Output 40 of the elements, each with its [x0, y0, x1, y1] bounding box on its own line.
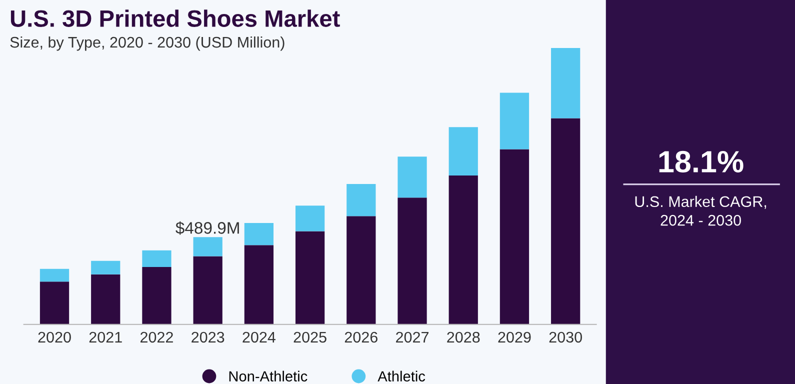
chart-subtitle: Size, by Type, 2020 - 2030 (USD Million): [10, 36, 284, 51]
bar: [295, 231, 325, 324]
text: 18.1%: [659, 150, 744, 173]
bar: [448, 175, 478, 324]
x-tick-label: 2030: [549, 332, 582, 343]
x-tick-label: 2021: [89, 332, 122, 343]
x-tick-label: 2024: [242, 332, 276, 343]
text: U.S. Market CAGR, 2024 - 2030: [635, 196, 766, 226]
x-tick-label: 2023: [192, 332, 224, 343]
legend-label: Non-Athletic: [229, 370, 308, 382]
bar: [91, 274, 120, 324]
bar: [142, 266, 172, 324]
bar: [346, 184, 376, 216]
bar: [193, 256, 222, 324]
bar: [551, 48, 580, 118]
bar: [295, 206, 325, 232]
bar: [398, 198, 427, 324]
bar: [91, 260, 120, 274]
bar: [244, 245, 274, 324]
x-tick-label: 2026: [344, 332, 378, 343]
legend-label: Athletic: [378, 370, 426, 382]
bar: [244, 223, 274, 246]
bar: [448, 127, 478, 176]
x-tick-label: 2029: [498, 332, 531, 343]
x-tick-label: 2028: [447, 332, 480, 343]
x-tick-label: 2027: [396, 332, 428, 343]
bar: [40, 268, 70, 282]
bar: [398, 156, 427, 198]
bar: [500, 149, 530, 324]
bar: [40, 282, 70, 324]
bar: [551, 118, 580, 324]
x-tick-label: 2025: [294, 332, 326, 343]
x-tick-label: 2020: [38, 332, 71, 343]
chart-title: U.S. 3D Printed Shoes Market: [10, 10, 340, 27]
annotation: $489.9M: [176, 221, 239, 235]
bar: [500, 92, 530, 150]
x-tick-label: 2022: [140, 332, 173, 343]
bar: [346, 216, 376, 324]
bar: [142, 250, 172, 267]
bar: [193, 237, 222, 256]
